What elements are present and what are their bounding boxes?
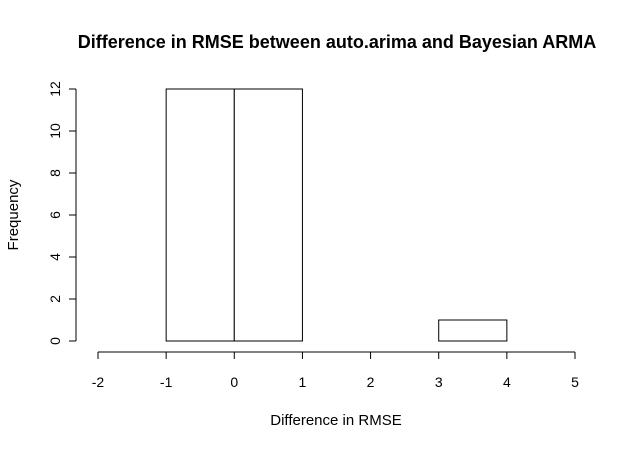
y-tick-label: 8 (47, 169, 63, 177)
x-tick-label: 2 (367, 374, 375, 390)
x-tick-label: -2 (92, 374, 105, 390)
y-tick-label: 2 (47, 295, 63, 303)
y-tick-label: 4 (47, 253, 63, 261)
y-axis-label: Frequency (5, 179, 22, 250)
x-tick-label: -1 (160, 374, 173, 390)
x-axis-label: Difference in RMSE (270, 412, 401, 429)
y-tick-label: 10 (47, 123, 63, 139)
x-tick-label: 4 (503, 374, 511, 390)
y-axis: 0 2 4 6 8 10 12 (47, 81, 77, 345)
bars-group (165, 88, 508, 342)
x-axis: -2 -1 0 1 2 3 4 5 (92, 351, 579, 390)
x-tick-label: 1 (299, 374, 307, 390)
y-tick-label: 6 (47, 211, 63, 219)
histogram-bar-1 (165, 88, 235, 342)
x-tick-label: 5 (571, 374, 579, 390)
y-tick-label: 12 (47, 81, 63, 97)
y-tick-label: 0 (47, 337, 63, 345)
histogram-bar-2 (233, 88, 303, 342)
chart-title: Difference in RMSE between auto.arima an… (78, 32, 596, 52)
x-tick-label: 0 (230, 374, 238, 390)
histogram-bar-5 (438, 319, 508, 342)
x-tick-label: 3 (435, 374, 443, 390)
